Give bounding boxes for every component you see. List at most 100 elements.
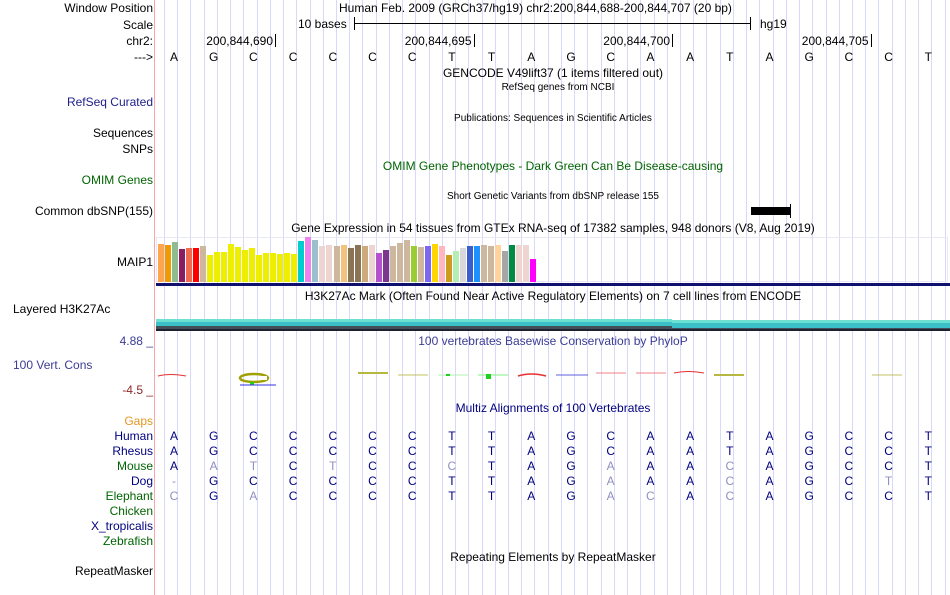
species-label-zebrafish[interactable]: Zebrafish <box>102 534 153 548</box>
gtex-tissue-bar[interactable] <box>523 245 530 282</box>
gtex-tissue-bar[interactable] <box>179 249 186 282</box>
gtex-tissue-bar[interactable] <box>487 246 494 282</box>
window-position-label: Window Position <box>64 1 153 15</box>
gtex-tissue-bar[interactable] <box>305 237 312 282</box>
gtex-bar-chart[interactable] <box>156 237 556 282</box>
publications-track-title[interactable]: Publications: Sequences in Scientific Ar… <box>454 113 652 124</box>
dbsnp-track-title[interactable]: Short Genetic Variants from dbSNP releas… <box>447 191 659 202</box>
gtex-tissue-bar[interactable] <box>326 245 333 282</box>
species-label-elephant[interactable]: Elephant <box>105 489 153 503</box>
gtex-tissue-bar[interactable] <box>375 253 382 282</box>
gtex-tissue-bar[interactable] <box>340 245 347 282</box>
gtex-tissue-bar[interactable] <box>501 251 508 282</box>
omim-track-title[interactable]: OMIM Gene Phenotypes - Dark Green Can Be… <box>382 159 724 173</box>
gtex-tissue-bar[interactable] <box>431 244 438 282</box>
dbsnp-variant-feature[interactable] <box>751 207 791 215</box>
gtex-tissue-bar[interactable] <box>221 252 228 282</box>
gtex-tissue-bar[interactable] <box>214 252 221 282</box>
gtex-tissue-bar[interactable] <box>249 248 256 282</box>
h3k27ac-track-title[interactable]: H3K27Ac Mark (Often Found Near Active Re… <box>304 289 802 303</box>
gtex-track-title[interactable]: Gene Expression in 54 tissues from GTEx … <box>291 221 815 235</box>
gtex-tissue-bar[interactable] <box>256 255 263 282</box>
gtex-tissue-bar[interactable] <box>480 245 487 282</box>
gtex-tissue-bar[interactable] <box>312 240 319 282</box>
species-label-x_tropicalis[interactable]: X_tropicalis <box>90 519 153 533</box>
multiz-track-title[interactable]: Multiz Alignments of 100 Vertebrates <box>455 401 651 415</box>
gtex-tissue-bar[interactable] <box>263 253 270 282</box>
gtex-tissue-bar[interactable] <box>284 253 291 282</box>
gtex-tissue-bar[interactable] <box>459 248 466 282</box>
gaps-label[interactable]: Gaps <box>124 414 153 428</box>
gtex-tissue-bar[interactable] <box>466 246 473 282</box>
gtex-tissue-bar[interactable] <box>382 250 389 282</box>
aligned-base: T <box>329 459 337 473</box>
layered-h3k27ac-label[interactable]: Layered H3K27Ac <box>13 302 111 316</box>
gridline <box>693 0 695 595</box>
refseq-curated-label[interactable]: RefSeq Curated <box>66 95 153 109</box>
gridline <box>468 0 470 595</box>
gtex-tissue-bar[interactable] <box>186 248 193 282</box>
gtex-tissue-bar[interactable] <box>298 241 305 282</box>
gtex-tissue-bar[interactable] <box>291 254 298 282</box>
gtex-tissue-bar[interactable] <box>200 246 207 282</box>
phylop-track-label[interactable]: 100 Vert. Cons <box>13 358 93 372</box>
gtex-gene-model[interactable] <box>156 283 950 286</box>
gtex-tissue-bar[interactable] <box>172 242 179 282</box>
aligned-base: C <box>368 444 377 458</box>
species-label-chicken[interactable]: Chicken <box>109 504 153 518</box>
gtex-tissue-bar[interactable] <box>165 245 172 282</box>
gtex-tissue-bar[interactable] <box>396 243 403 282</box>
aligned-base: G <box>566 429 576 443</box>
gridline <box>759 0 761 595</box>
species-label-mouse[interactable]: Mouse <box>116 459 153 473</box>
gridline <box>322 0 324 595</box>
gtex-tissue-bar[interactable] <box>207 255 214 282</box>
gtex-tissue-bar[interactable] <box>319 246 326 282</box>
gtex-tissue-bar[interactable] <box>389 246 396 282</box>
gtex-tissue-bar[interactable] <box>193 248 200 282</box>
common-dbsnp-label[interactable]: Common dbSNP(155) <box>34 204 153 218</box>
gtex-tissue-bar[interactable] <box>228 244 235 282</box>
repeatmasker-track-title[interactable]: Repeating Elements by RepeatMasker <box>450 550 656 564</box>
scale-bar <box>354 23 751 24</box>
species-label-rhesus[interactable]: Rhesus <box>112 444 153 458</box>
gridline <box>944 0 946 595</box>
species-label-dog[interactable]: Dog <box>130 474 153 488</box>
gtex-tissue-bar[interactable] <box>417 247 424 282</box>
gtex-tissue-bar[interactable] <box>347 248 354 282</box>
gtex-tissue-bar[interactable] <box>410 246 417 282</box>
gtex-tissue-bar[interactable] <box>424 246 431 282</box>
gtex-tissue-bar[interactable] <box>354 245 361 282</box>
snps-label[interactable]: SNPs <box>122 142 153 156</box>
gtex-tissue-bar[interactable] <box>368 245 375 282</box>
gtex-tissue-bar[interactable] <box>509 245 515 282</box>
repeatmasker-label[interactable]: RepeatMasker <box>74 564 153 578</box>
phylop-track-title[interactable]: 100 vertebrates Basewise Conservation by… <box>418 334 688 348</box>
gtex-tissue-bar[interactable] <box>270 253 277 282</box>
ruler-position-label: 200,844,695 <box>404 34 472 48</box>
gtex-tissue-bar[interactable] <box>473 246 480 282</box>
gtex-tissue-bar[interactable] <box>438 246 445 282</box>
gtex-tissue-bar[interactable] <box>494 245 501 282</box>
gtex-tissue-bar[interactable] <box>277 254 284 282</box>
gtex-tissue-bar[interactable] <box>333 246 340 282</box>
gtex-tissue-bar[interactable] <box>242 250 249 282</box>
phylop-wiggle[interactable] <box>156 360 950 395</box>
base: A <box>527 50 536 64</box>
gtex-tissue-bar[interactable] <box>403 240 410 282</box>
gtex-tissue-bar[interactable] <box>452 251 459 282</box>
aligned-base: C <box>368 489 377 503</box>
sequences-label[interactable]: Sequences <box>92 126 153 140</box>
gtex-tissue-bar[interactable] <box>361 246 368 282</box>
species-label-human[interactable]: Human <box>114 429 153 443</box>
gtex-tissue-bar[interactable] <box>235 247 242 282</box>
gtex-tissue-bar[interactable] <box>516 245 523 282</box>
gtex-tissue-bar[interactable] <box>530 259 537 282</box>
strand-label[interactable]: ---> <box>134 50 153 64</box>
maip1-gene-label[interactable]: MAIP1 <box>116 255 153 269</box>
omim-genes-label[interactable]: OMIM Genes <box>81 173 153 187</box>
gtex-tissue-bar[interactable] <box>445 255 452 282</box>
gtex-tissue-bar[interactable] <box>158 244 164 282</box>
aligned-base: A <box>249 489 258 503</box>
gencode-track-title[interactable]: GENCODE V49lift37 (1 items filtered out) <box>442 66 664 80</box>
